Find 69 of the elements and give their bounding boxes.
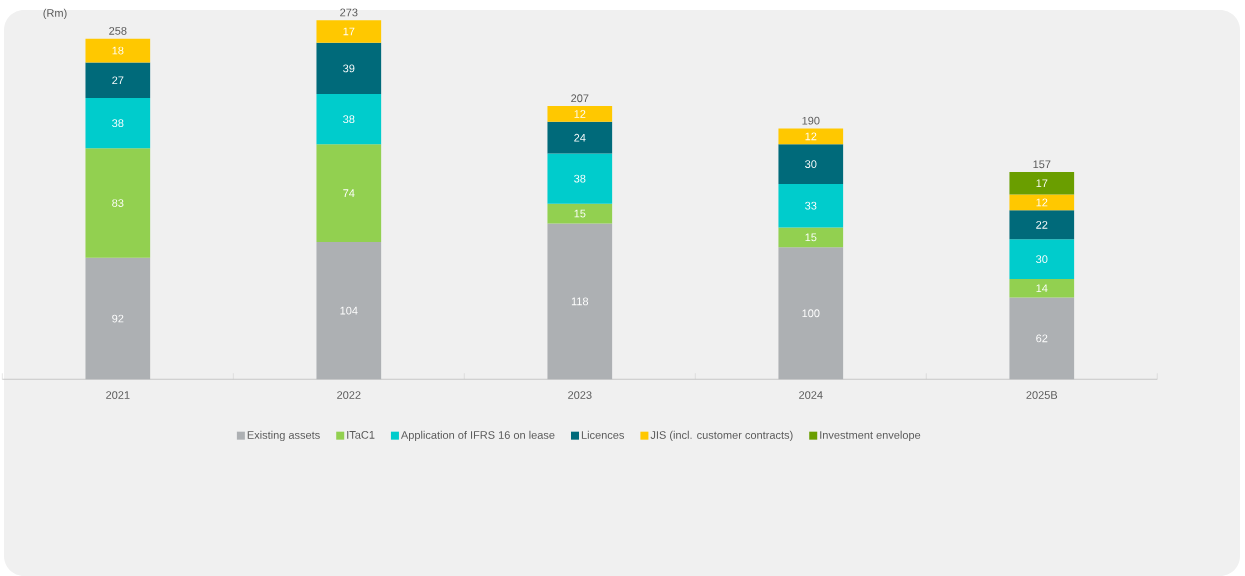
bar [778, 247, 844, 380]
x-tick-label: 2024 [799, 391, 823, 399]
data-label: 24 [574, 133, 586, 142]
bar [547, 121, 613, 154]
legend-label: JIS (incl. customer contracts) [650, 430, 793, 442]
data-label: 15 [574, 209, 586, 218]
x-tick-label: 2025B [1026, 391, 1058, 399]
data-label: 12 [1036, 198, 1048, 207]
data-label: 17 [343, 27, 355, 36]
data-label: 39 [343, 64, 355, 73]
bar [85, 62, 151, 99]
data-label: 17 [1036, 179, 1048, 188]
bar [316, 42, 382, 95]
bar [1009, 172, 1075, 195]
data-label: 33 [805, 201, 817, 210]
total-label: 190 [802, 116, 820, 125]
total-label: 157 [1033, 160, 1051, 169]
data-label: 14 [1036, 284, 1048, 292]
bar [1009, 210, 1075, 240]
bar [1009, 278, 1075, 298]
legend-label: ITaC1 [347, 431, 375, 439]
bar [547, 153, 613, 204]
bar [316, 94, 382, 145]
total-label: 273 [340, 8, 358, 17]
total-label: 207 [571, 94, 589, 103]
data-label: 104 [340, 306, 358, 315]
legend-label: Application of IFRS 16 on lease [400, 430, 555, 442]
legend-label: Licences [581, 430, 625, 439]
data-label: 22 [1036, 220, 1048, 229]
bar [1009, 194, 1075, 211]
bar [316, 241, 382, 380]
legend-label: Existing assets [247, 430, 320, 442]
data-label: 38 [574, 174, 586, 183]
x-tick-label: 2023 [568, 391, 592, 399]
bar [778, 183, 844, 228]
x-tick-label: 2021 [106, 391, 130, 399]
data-label: 38 [112, 119, 124, 128]
data-label: 92 [112, 314, 124, 323]
legend-label: Investment envelope [820, 430, 921, 442]
bar [85, 98, 151, 149]
data-label: 12 [805, 132, 817, 141]
bar [547, 106, 613, 122]
bar [85, 148, 151, 258]
data-label: 100 [802, 309, 820, 318]
bar [778, 144, 844, 184]
x-tick-label: 2022 [337, 391, 361, 399]
y-axis-title: (Rm) [43, 8, 67, 20]
data-label: 118 [571, 297, 589, 306]
bar [316, 144, 382, 242]
bar [778, 128, 844, 145]
bar [1009, 239, 1075, 279]
data-label: 30 [1036, 255, 1048, 264]
bar [85, 38, 151, 63]
data-label: 18 [112, 46, 124, 55]
data-label: 83 [112, 199, 124, 207]
data-label: 12 [574, 110, 586, 118]
data-label: 74 [343, 189, 355, 197]
bar [1009, 297, 1075, 380]
data-label: 62 [1036, 334, 1048, 343]
total-label: 258 [109, 27, 127, 35]
data-label: 38 [343, 115, 355, 124]
bar [547, 203, 613, 224]
bar [547, 223, 613, 380]
bar [85, 257, 151, 380]
data-label: 27 [112, 76, 124, 85]
bar [778, 227, 844, 248]
bar [316, 20, 382, 43]
data-label: 30 [805, 160, 817, 168]
data-label: 15 [805, 233, 817, 242]
